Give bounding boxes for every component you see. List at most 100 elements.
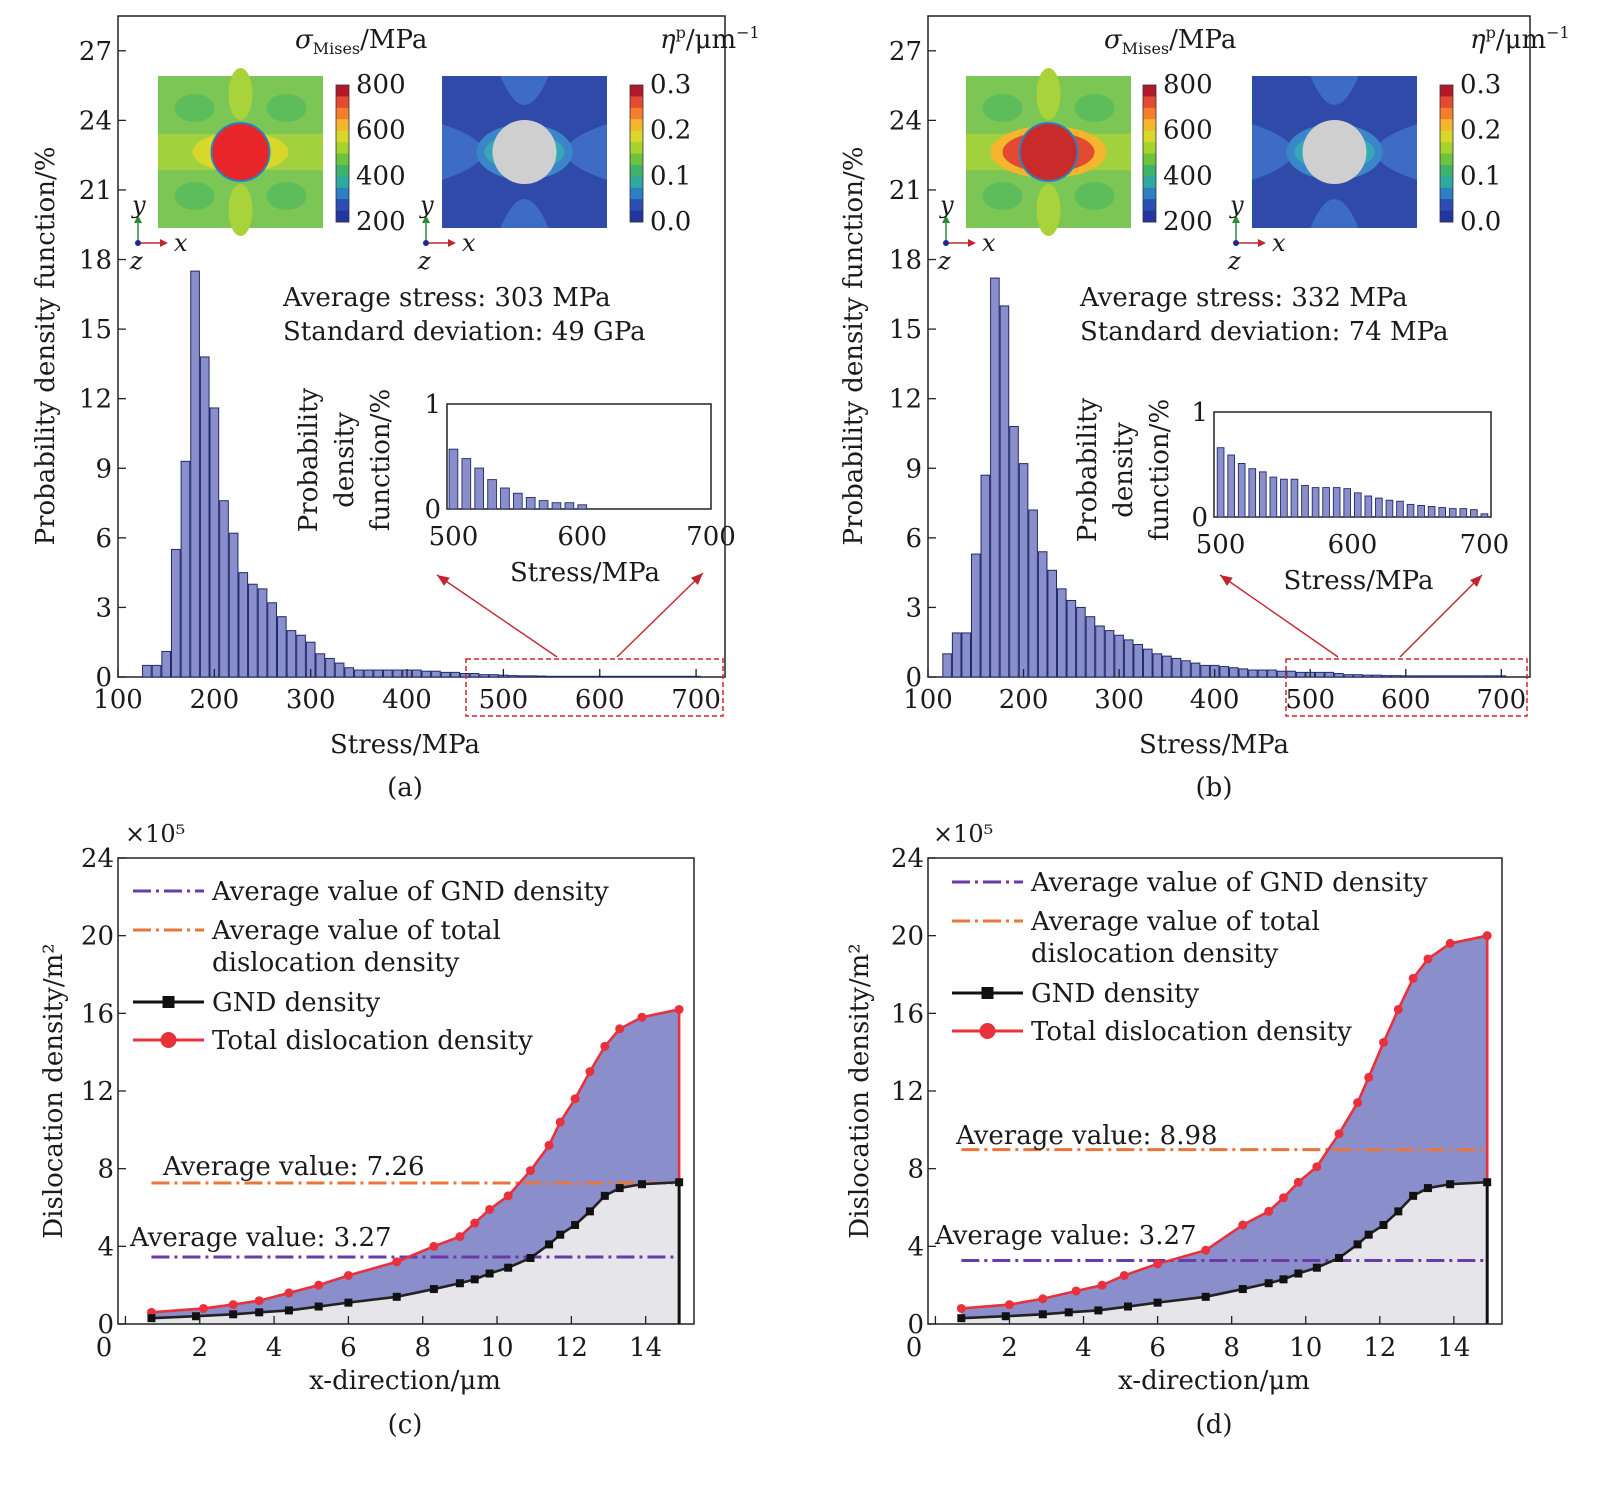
colorbar-segment [630,187,643,200]
x-tick-label: 10 [480,1333,513,1363]
y-tick-label: 15 [889,315,922,345]
gnd-density-point [1264,1279,1273,1288]
total-density-point [555,1117,565,1127]
histogram-bar [942,653,952,678]
inset-bar [1237,463,1246,518]
colorbar-segment [1143,85,1156,97]
histogram-bar [623,675,634,678]
inset-y-axis-label: function/% [1145,399,1175,541]
colorbar-segment [1143,119,1156,132]
x-tick-label: 14 [1437,1333,1470,1363]
contour-lobe [982,94,1023,122]
colorbar-frame [1142,84,1157,223]
histogram-bar [1018,463,1029,678]
histogram-bar [1314,671,1325,678]
x-tick-label: 2 [191,1333,208,1363]
histogram-bar [450,671,461,678]
stat-annotation: Standard deviation: 74 MPa [1080,317,1449,347]
contour-lobe [228,184,253,236]
inset-x-tick-label: 500 [429,522,479,552]
gnd-density-point [1094,1306,1103,1315]
plastic-strain-contour [1252,76,1417,228]
inset-x-tick-label: 700 [1460,530,1510,560]
contour-lobe [982,182,1023,210]
colorbar-segment [1440,164,1453,177]
x-axis-label: x-direction/μm [1118,1366,1310,1396]
x-tick-label: 4 [1075,1333,1092,1363]
chart-a: 0 3 6 9 12 15 18 21 24 27 100 200 300 400 500 600 700 Str… [31,15,760,803]
inset-bar [1470,509,1478,518]
gnd-density-point [1364,1230,1373,1239]
triad-x-head [448,239,456,247]
histogram-bar [267,602,277,678]
average-value-label: Average value: 3.27 [129,1223,392,1253]
inset-y-axis-label: Probability [1073,397,1103,542]
y-tick-label: 20 [891,922,924,952]
total-density-point [1408,973,1418,983]
triad-origin [943,240,949,246]
histogram-bar [469,673,480,678]
histogram-bar [1257,669,1268,678]
inset-bar [474,467,485,510]
inset-bar [1343,488,1352,518]
histogram-bar [575,675,586,678]
total-density-point [485,1204,495,1214]
histogram-bar [633,675,644,678]
x-tick-label: 500 [1285,685,1335,715]
legend: Average value of GND density Average valu… [952,868,1428,1047]
triad-z-label: z [937,247,951,275]
average-value-label: Average value: 8.98 [955,1121,1218,1151]
zoom-arrow [1219,574,1339,658]
inset-bar [1459,508,1468,518]
contour-lobe [174,94,215,122]
triad-x-label: x [462,229,476,257]
axis-triad: xyz [937,191,996,275]
histogram-bar [1028,509,1038,678]
zoom-region-box [465,658,724,717]
colorbar-label: 800 [356,70,406,100]
histogram-bar [1391,675,1402,678]
gnd-density-point [314,1302,323,1311]
colorbar-segment [630,96,643,109]
axis-triad: xyz [129,191,188,275]
gnd-density-point [1379,1220,1388,1229]
x-origin-label: 0 [96,1333,113,1363]
mises-colorbar-title: σMises/MPa [295,25,427,58]
panel-caption: (c) [388,1410,423,1440]
total-density-point [600,1041,610,1051]
histogram-bar [1142,648,1153,678]
total-density-point [254,1296,264,1306]
colorbar-frame [335,84,350,223]
inset-bar [1448,508,1457,518]
x-tick-label: 700 [671,685,721,715]
total-density-point [1445,938,1455,948]
total-density-point [1201,1245,1211,1255]
total-density-point [228,1300,238,1310]
x-tick-label: 200 [190,685,240,715]
inset-bar [1301,485,1309,518]
total-density-point [544,1140,554,1150]
y-tick-label: 9 [95,454,112,484]
total-density-point [525,1166,535,1176]
histogram-bar [257,588,268,678]
gnd-density-point [957,1314,966,1323]
inset-bar [525,497,536,510]
histogram-bar [161,650,172,678]
legend-marker-total [160,1032,177,1048]
inset-bar [551,502,562,510]
inset-bar [513,492,523,510]
histogram-bar [1420,675,1430,678]
histogram-bar [334,662,345,678]
gnd-density-point [1483,1178,1492,1187]
x-origin-label: 0 [906,1333,923,1363]
contour-band [442,124,484,180]
x-tick-label: 10 [1289,1333,1322,1363]
histogram-bar [1047,569,1058,678]
gnd-density-line [151,1180,680,1320]
colorbar-segment [1143,210,1156,223]
y-tick-label: 0 [97,1310,114,1340]
histogram-bar [363,669,374,678]
total-density-point [1238,1220,1248,1230]
histogram-bar [460,673,470,678]
contour-inclusion [1020,124,1077,180]
